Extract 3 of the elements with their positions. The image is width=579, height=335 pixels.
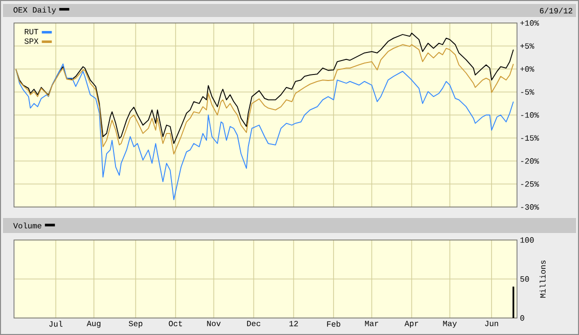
line-series (15, 44, 514, 155)
line-series (15, 32, 514, 144)
line-series (15, 63, 514, 200)
